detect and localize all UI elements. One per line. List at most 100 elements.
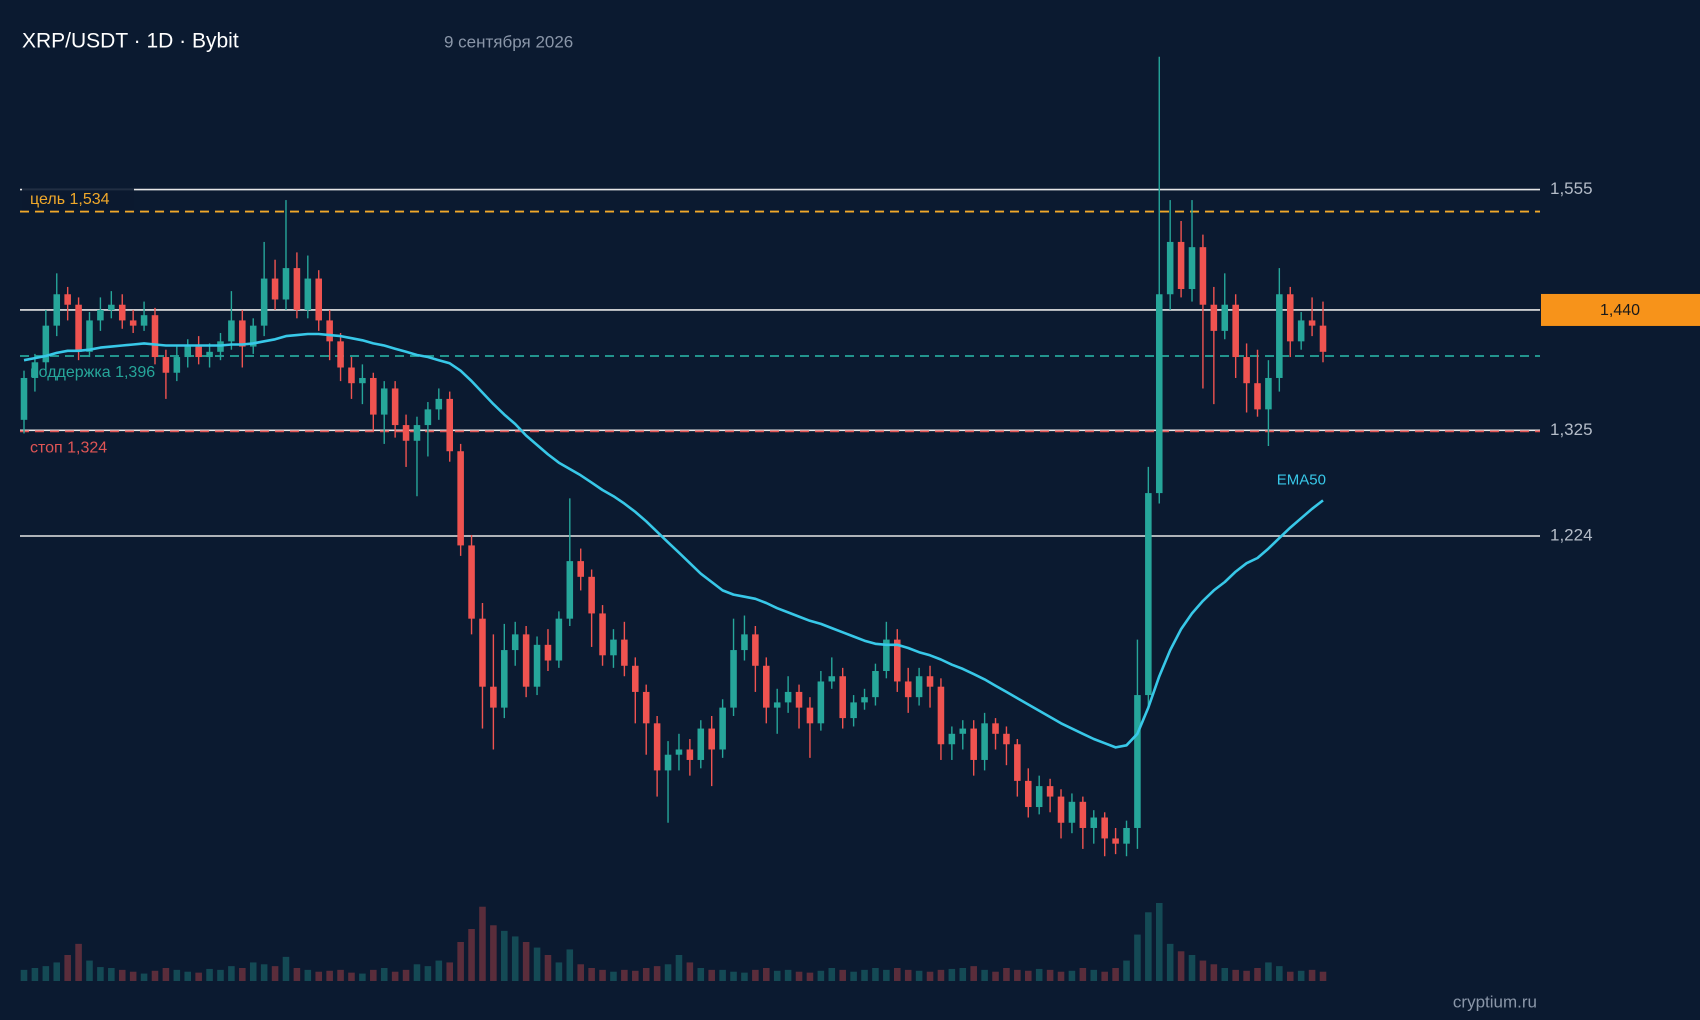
candle-body xyxy=(763,665,770,708)
volume-bar xyxy=(173,969,181,981)
candle-body xyxy=(271,278,279,300)
volume-bar xyxy=(140,973,148,981)
current-price-box xyxy=(1541,293,1700,326)
volume-bar xyxy=(293,968,301,981)
candle-body xyxy=(1276,294,1283,378)
volume-bar xyxy=(1166,943,1174,981)
volume-bar xyxy=(1046,969,1054,981)
y-tick-label: 1,325 xyxy=(1550,420,1593,439)
volume-bar xyxy=(642,968,650,981)
candle-body xyxy=(97,309,104,321)
volume-bar xyxy=(730,971,737,981)
candle-body xyxy=(959,728,967,734)
candle-body xyxy=(566,561,574,619)
volume-bar xyxy=(490,925,497,981)
candle-body xyxy=(75,304,82,352)
candle-body xyxy=(904,681,912,698)
candle-body xyxy=(249,325,257,347)
candle-body xyxy=(359,377,366,384)
candle-body xyxy=(162,357,170,373)
volume-bar xyxy=(522,942,530,981)
candle-body xyxy=(948,733,956,745)
ema-line xyxy=(23,332,1324,749)
candle-body xyxy=(1090,817,1098,828)
candle-body xyxy=(282,268,290,300)
candle-body xyxy=(31,362,39,378)
current-price-label: 1,440 xyxy=(1600,302,1640,319)
volume-bar xyxy=(588,968,595,981)
y-tick-label: 1,555 xyxy=(1550,179,1593,198)
candle-body xyxy=(20,377,28,420)
volume-bar xyxy=(206,968,213,981)
volume-bar xyxy=(926,971,934,981)
volume-bar xyxy=(752,969,759,981)
volume-bar xyxy=(828,968,836,981)
y-tick-label: 1,224 xyxy=(1550,525,1593,544)
volume-bar xyxy=(53,962,61,981)
candle-body xyxy=(730,650,737,708)
volume-bar xyxy=(42,966,50,981)
volume-bar xyxy=(763,968,770,981)
candle-body xyxy=(413,425,421,441)
candle-body xyxy=(42,325,50,363)
candle-body xyxy=(1265,377,1272,410)
volume-bar xyxy=(184,971,192,981)
candle-body xyxy=(697,728,705,760)
candle-body xyxy=(151,315,159,358)
candle-body xyxy=(1221,304,1229,331)
candle-body xyxy=(140,315,148,326)
candle-body xyxy=(894,639,901,682)
candle-body xyxy=(1188,247,1196,290)
volume-bar xyxy=(359,973,366,981)
candle-body xyxy=(380,388,388,415)
volume-bar xyxy=(1243,970,1250,981)
volume-layer xyxy=(20,903,1327,981)
candle-body xyxy=(1210,304,1218,331)
volume-bar xyxy=(511,936,519,981)
candle-body xyxy=(773,702,781,708)
volume-bar xyxy=(773,970,781,981)
candle-body xyxy=(621,639,628,666)
candle-body xyxy=(337,341,344,368)
candle-body xyxy=(839,676,846,719)
candle-body xyxy=(53,294,61,326)
volume-bar xyxy=(217,969,224,981)
candle-body xyxy=(1068,801,1076,823)
candle-body xyxy=(1079,801,1087,828)
volume-bar xyxy=(883,969,890,981)
volume-bar xyxy=(806,972,814,981)
level-label: цель 1,534 xyxy=(30,191,110,208)
volume-bar xyxy=(1101,971,1108,981)
volume-bar xyxy=(326,970,333,981)
volume-bar xyxy=(981,969,988,981)
volume-bar xyxy=(75,943,82,981)
volume-bar xyxy=(380,968,388,981)
candle-body xyxy=(795,691,803,708)
volume-bar xyxy=(282,956,290,981)
candle-body xyxy=(937,686,945,745)
candle-body xyxy=(664,754,672,771)
candle-body xyxy=(1101,817,1108,839)
volume-bar xyxy=(992,971,999,981)
volume-bar xyxy=(435,960,443,981)
volume-bar xyxy=(850,971,857,981)
candle-body xyxy=(370,377,377,415)
volume-bar xyxy=(1155,903,1163,981)
volume-bar xyxy=(1079,968,1087,981)
candle-body xyxy=(64,294,71,305)
volume-bar xyxy=(337,969,344,981)
volume-bar xyxy=(151,970,159,981)
candle-body xyxy=(926,676,934,687)
candle-body xyxy=(1123,827,1130,844)
candle-body xyxy=(981,723,988,760)
volume-bar xyxy=(544,955,552,981)
volume-bar xyxy=(271,966,279,981)
candle-body xyxy=(599,613,606,656)
volume-bar xyxy=(501,930,508,981)
candle-body xyxy=(850,702,857,719)
volume-bar xyxy=(1221,968,1229,981)
volume-bar xyxy=(904,969,912,981)
candle-body xyxy=(511,634,519,651)
